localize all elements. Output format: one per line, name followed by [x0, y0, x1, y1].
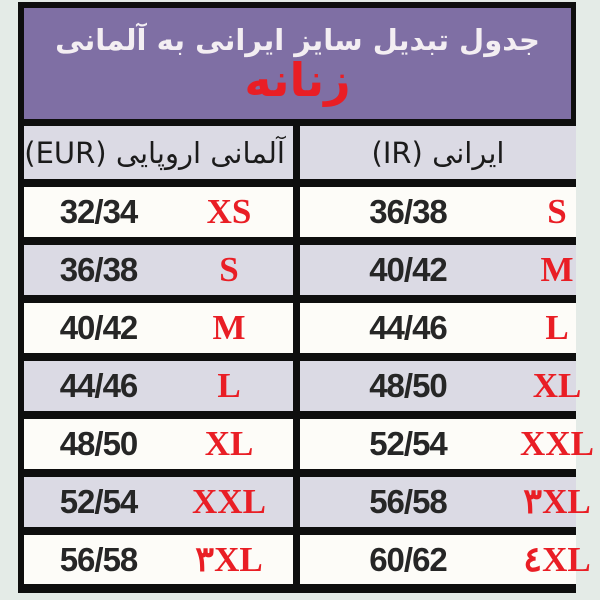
iranian-size-value: 48/50 [369, 367, 448, 404]
iranian-size-letter: ٤XL [523, 539, 591, 579]
column-header-german-eur: آلمانی اروپایی (EUR) [24, 126, 300, 179]
size-table: جدول تبدیل سایز ایرانی به آلمانی زنانه آ… [18, 2, 594, 593]
iranian-size-value: 44/46 [369, 309, 448, 346]
german-size-value: 52/54 [59, 483, 139, 520]
table-title-block: جدول تبدیل سایز ایرانی به آلمانی زنانه [18, 2, 576, 126]
cell-iranian-size: 44/46 L [300, 303, 576, 353]
iranian-size-value: 60/62 [369, 540, 448, 578]
iranian-size-letter: ۳XL [523, 482, 591, 521]
table-title: جدول تبدیل سایز ایرانی به آلمانی [55, 22, 540, 57]
table-row: 48/50 XL 52/54 XXL [18, 419, 594, 477]
cell-german-size: 52/54 XXL [24, 477, 300, 527]
column-header-german-eur-label: آلمانی اروپایی (EUR) [24, 135, 285, 170]
cell-german-size: 56/58 ۳XL [24, 535, 300, 584]
cell-german-size: 40/42 M [24, 303, 300, 353]
column-header-row: آلمانی اروپایی (EUR) ایرانی (IR) [18, 126, 576, 187]
cell-german-size: 44/46 L [24, 361, 300, 411]
german-size-value: 48/50 [59, 425, 139, 462]
cell-german-size: 48/50 XL [24, 419, 300, 469]
cell-iranian-size: 36/38 S [300, 187, 576, 237]
german-size-letter: S [219, 250, 239, 289]
german-size-letter: XS [206, 192, 252, 231]
column-header-iranian-ir-label: ایرانی (IR) [371, 135, 505, 170]
iranian-size-letter: XL [532, 366, 582, 405]
cell-german-size: 32/34 XS [24, 187, 300, 237]
iranian-size-letter: L [545, 308, 569, 347]
german-size-value: 44/46 [59, 367, 139, 404]
iranian-size-value: 40/42 [369, 251, 448, 288]
cell-iranian-size: 52/54 XXL [300, 419, 594, 469]
table-body: 32/34 XS 36/38 S 36/38 S 40/42 M 40/42 M… [18, 187, 594, 593]
table-row: 36/38 S 40/42 M [18, 245, 576, 303]
cell-iranian-size: 40/42 M [300, 245, 576, 295]
cell-iranian-size: 48/50 XL [300, 361, 581, 411]
table-subtitle-women: زنانه [244, 53, 351, 108]
iranian-size-value: 52/54 [369, 425, 448, 462]
german-size-letter: M [212, 308, 246, 347]
table-row: 56/58 ۳XL 60/62 ٤XL [18, 535, 591, 593]
german-size-value: 36/38 [59, 251, 139, 288]
cell-german-size: 36/38 S [24, 245, 300, 295]
german-size-letter: ۳XL [195, 539, 263, 579]
iranian-size-value: 56/58 [369, 483, 448, 520]
german-size-value: 40/42 [59, 309, 139, 346]
german-size-value: 56/58 [59, 540, 139, 578]
german-size-letter: XL [204, 424, 254, 463]
german-size-value: 32/34 [59, 193, 139, 230]
table-row: 52/54 XXL 56/58 ۳XL [18, 477, 591, 535]
table-row: 40/42 M 44/46 L [18, 303, 576, 361]
cell-iranian-size: 56/58 ۳XL [300, 477, 591, 527]
column-header-iranian-ir: ایرانی (IR) [300, 126, 576, 179]
iranian-size-letter: XXL [520, 424, 594, 463]
iranian-size-value: 36/38 [369, 193, 448, 230]
table-row: 32/34 XS 36/38 S [18, 187, 576, 245]
iranian-size-letter: S [547, 192, 567, 231]
table-row: 44/46 L 48/50 XL [18, 361, 581, 419]
german-size-letter: L [217, 366, 241, 405]
cell-iranian-size: 60/62 ٤XL [300, 535, 591, 584]
german-size-letter: XXL [192, 482, 266, 521]
iranian-size-letter: M [540, 250, 574, 289]
